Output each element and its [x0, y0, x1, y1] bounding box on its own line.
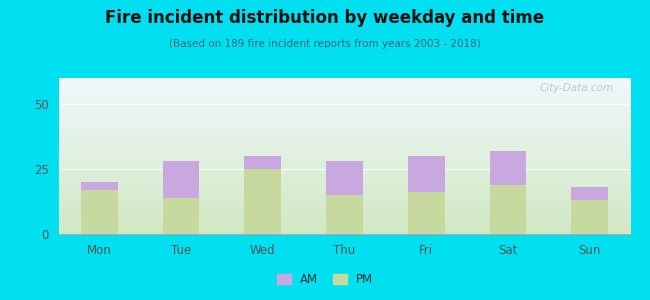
- Bar: [489, 184, 526, 234]
- Bar: [408, 192, 445, 234]
- Bar: [326, 161, 363, 195]
- Bar: [489, 151, 526, 184]
- Bar: [81, 190, 118, 234]
- Bar: [244, 169, 281, 234]
- Bar: [162, 198, 200, 234]
- Legend: AM, PM: AM, PM: [272, 269, 378, 291]
- Text: Fire incident distribution by weekday and time: Fire incident distribution by weekday an…: [105, 9, 545, 27]
- Bar: [571, 200, 608, 234]
- Bar: [244, 156, 281, 169]
- Text: (Based on 189 fire incident reports from years 2003 - 2018): (Based on 189 fire incident reports from…: [169, 39, 481, 49]
- Bar: [326, 195, 363, 234]
- Text: City-Data.com: City-Data.com: [540, 83, 614, 93]
- Bar: [162, 161, 200, 198]
- Bar: [81, 182, 118, 190]
- Bar: [408, 156, 445, 192]
- Bar: [571, 187, 608, 200]
